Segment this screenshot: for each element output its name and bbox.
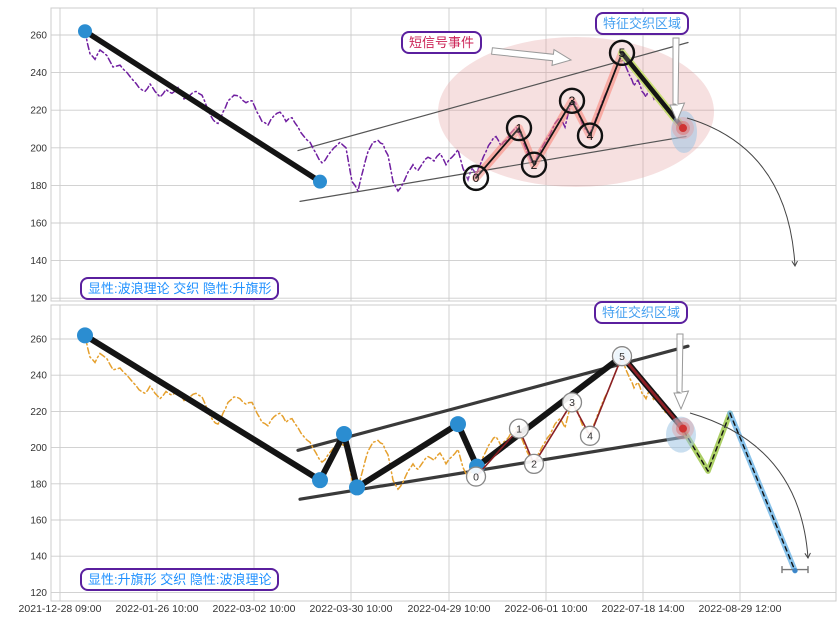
flag-vertex-dot <box>349 479 365 496</box>
downtrend-pole <box>82 28 323 185</box>
y-tick-label: 140 <box>30 552 47 563</box>
y-tick-label: 180 <box>30 479 47 490</box>
wave-point-circle-top <box>520 151 548 178</box>
y-tick-label: 260 <box>30 31 47 42</box>
signal-drop-line <box>619 50 686 131</box>
forecast-end-dot <box>792 568 798 574</box>
zone-pointer-arrow-top <box>669 37 686 123</box>
panel-caption-bottom: 显性:升旗形 交织 隐性:波浪理论 <box>80 568 280 591</box>
y-tick-label: 120 <box>30 588 47 599</box>
wave-point-number: 5 <box>619 351 625 363</box>
wave-point-circle-bottom <box>523 453 545 475</box>
flag-vertex-dot <box>312 472 328 489</box>
projection-curve-arrow-top <box>686 117 798 267</box>
wave-point-number: 4 <box>587 129 594 143</box>
y-tick-label: 180 <box>30 181 47 192</box>
x-tick-label: 2021-12-28 09:00 <box>19 603 102 615</box>
y-tick-label: 220 <box>30 407 47 418</box>
y-tick-label: 200 <box>30 143 47 154</box>
forecast-green-line-core <box>683 412 731 472</box>
y-tick-label: 240 <box>30 68 47 79</box>
y-tick-label: 240 <box>30 371 47 382</box>
end-signal-dot <box>679 424 687 433</box>
y-tick-label: 260 <box>30 335 47 346</box>
pole-endpoint-dot <box>78 24 92 39</box>
signal-event-label: 短信号事件 <box>401 31 483 54</box>
wave-point-circle-bottom <box>579 425 601 446</box>
x-tick-label: 2022-01-26 10:00 <box>116 603 199 615</box>
wave-point-circle-top <box>505 114 533 142</box>
wave-point-number: 2 <box>531 158 538 172</box>
wave-point-number: 4 <box>587 431 593 443</box>
wave-thin-drop <box>620 354 685 431</box>
y-tick-label: 220 <box>30 106 47 117</box>
x-tick-label: 2022-04-29 10:00 <box>408 603 491 615</box>
end-signal-dot <box>679 124 687 133</box>
wave-point-number: 3 <box>569 94 576 108</box>
wave-point-number: 0 <box>473 471 479 483</box>
y-tick-label: 160 <box>30 516 47 527</box>
y-tick-label: 160 <box>30 219 47 230</box>
wave-point-circle-bottom <box>465 466 487 487</box>
channel-lower-top <box>299 135 687 202</box>
x-tick-label: 2022-03-30 10:00 <box>310 603 393 615</box>
wave-point-number: 1 <box>516 121 523 135</box>
flag-vertex-dot <box>77 327 93 344</box>
wave-point-circle-top <box>558 87 586 115</box>
zone-pointer-arrow-bottom <box>673 333 690 411</box>
x-tick-label: 2022-07-18 14:00 <box>602 603 685 615</box>
feature-zone-label-bottom: 特征交织区域 <box>594 301 689 324</box>
wave-point-circle-bottom <box>611 346 633 367</box>
y-tick-label: 200 <box>30 443 47 454</box>
wave-point-circle-top <box>608 39 636 67</box>
wave-point-number: 0 <box>473 171 480 185</box>
wave-point-number: 2 <box>531 459 537 471</box>
forecast-blue-line-core <box>729 412 796 572</box>
wave-point-number: 1 <box>516 423 522 435</box>
wave-point-circle-top <box>576 122 604 149</box>
wave-point-number: 3 <box>569 397 575 409</box>
x-tick-label: 2022-03-02 10:00 <box>213 603 296 615</box>
flag-vertex-dot <box>336 426 352 443</box>
flag-vertex-dot <box>450 416 466 433</box>
flag-pole-zigzag <box>82 332 686 491</box>
y-tick-label: 120 <box>30 294 47 305</box>
panel-caption-top: 显性:波浪理论 交织 隐性:升旗形 <box>80 277 280 300</box>
pole-endpoint-dot <box>313 174 327 189</box>
feature-zone-label-top: 特征交织区域 <box>595 12 690 35</box>
wave-thin-line <box>475 355 623 478</box>
x-tick-label: 2022-08-29 12:00 <box>699 603 782 615</box>
signal-event-arrow-icon <box>491 47 573 67</box>
wave-point-number: 5 <box>619 46 626 60</box>
projection-curve-arrow-bottom <box>689 412 811 559</box>
y-tick-label: 140 <box>30 256 47 267</box>
wave-point-circle-bottom <box>508 418 530 439</box>
wave-point-circle-top <box>462 164 490 192</box>
x-tick-label: 2022-06-01 10:00 <box>505 603 588 615</box>
wave-point-circle-bottom <box>561 392 583 413</box>
